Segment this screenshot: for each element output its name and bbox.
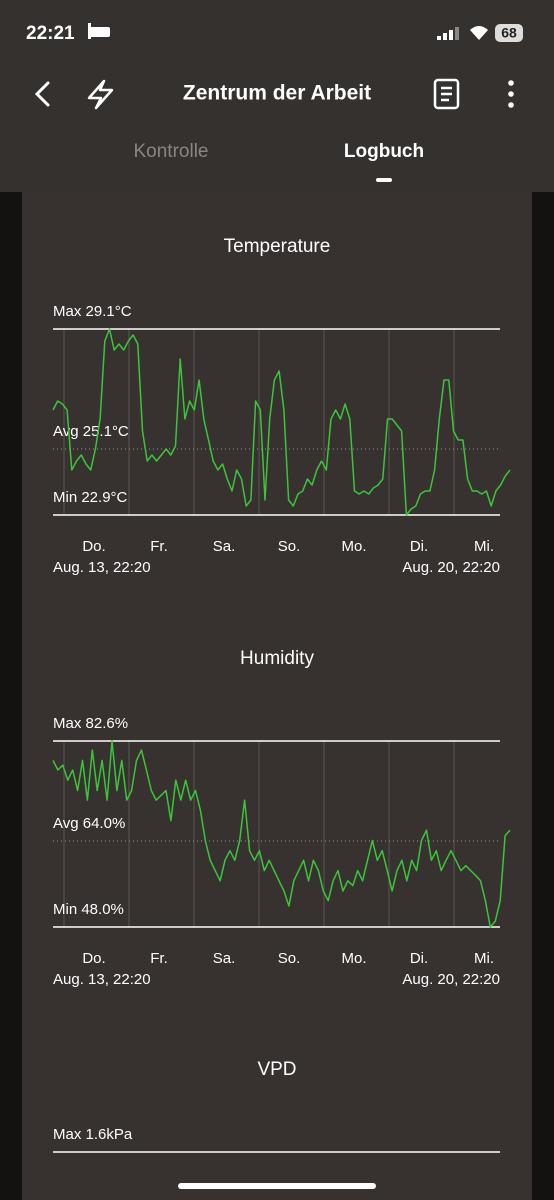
tab-kontrolle[interactable]: Kontrolle xyxy=(134,141,209,162)
y-tick-label: Min 22.9°C xyxy=(53,489,128,506)
battery-icon xyxy=(495,24,523,42)
y-tick-label: Max 29.1°C xyxy=(53,303,132,320)
home-indicator xyxy=(178,1183,376,1189)
wifi-icon xyxy=(470,26,488,40)
chart-title: Humidity xyxy=(240,648,314,669)
status-time: 22:21 xyxy=(26,23,75,44)
x-tick-label: Do. xyxy=(82,538,105,555)
data-line xyxy=(52,328,511,516)
y-tick-label: Max 1.6kPa xyxy=(53,1126,133,1143)
lightning-button[interactable] xyxy=(87,79,114,110)
x-tick-label: Sa. xyxy=(213,950,236,967)
x-end-label: Aug. 20, 22:20 xyxy=(402,559,500,576)
x-tick-label: Sa. xyxy=(213,538,236,555)
signal-icon xyxy=(437,27,459,40)
x-tick-label: Mi. xyxy=(474,538,494,555)
y-tick-label: Min 48.0% xyxy=(53,901,124,918)
tab-logbuch[interactable]: Logbuch xyxy=(344,141,424,162)
x-tick-label: Fr. xyxy=(150,538,168,555)
header-title: Zentrum der Arbeit xyxy=(183,82,371,105)
x-tick-label: So. xyxy=(278,950,301,967)
x-tick-label: Fr. xyxy=(150,950,168,967)
y-tick-label: Avg 64.0% xyxy=(53,815,125,832)
content-panel xyxy=(22,192,532,1200)
x-start-label: Aug. 13, 22:20 xyxy=(53,559,151,576)
x-end-label: Aug. 20, 22:20 xyxy=(402,971,500,988)
battery-level: 68 xyxy=(501,25,517,41)
y-tick-label: Max 82.6% xyxy=(53,715,128,732)
x-tick-label: Mo. xyxy=(341,950,366,967)
x-tick-label: Mi. xyxy=(474,950,494,967)
more-button[interactable] xyxy=(508,80,514,108)
x-tick-label: Mo. xyxy=(341,538,366,555)
x-tick-label: Do. xyxy=(82,950,105,967)
document-button[interactable] xyxy=(433,78,460,110)
chart-title: Temperature xyxy=(224,236,331,257)
x-tick-label: So. xyxy=(278,538,301,555)
x-start-label: Aug. 13, 22:20 xyxy=(53,971,151,988)
sleep-icon xyxy=(88,23,110,39)
x-tick-label: Di. xyxy=(410,950,428,967)
chart-title: VPD xyxy=(257,1059,296,1080)
back-button[interactable] xyxy=(34,81,50,107)
data-line xyxy=(52,740,511,928)
x-tick-label: Di. xyxy=(410,538,428,555)
tab-indicator xyxy=(376,178,392,182)
y-tick-label: Avg 25.1°C xyxy=(53,423,129,440)
